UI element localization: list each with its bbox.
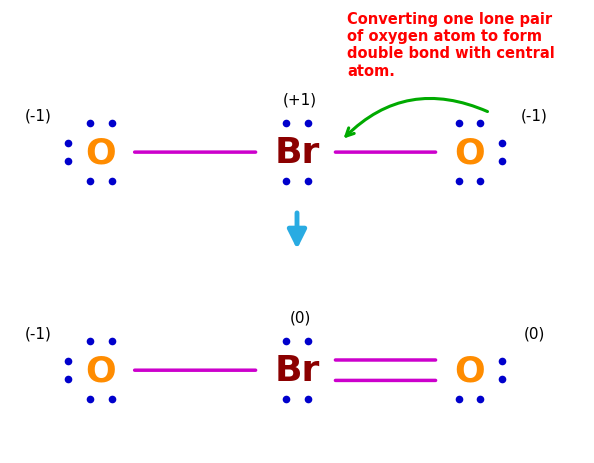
Text: O: O — [454, 353, 485, 388]
Text: (+1): (+1) — [283, 92, 317, 107]
Text: (-1): (-1) — [521, 108, 548, 123]
Text: (0): (0) — [524, 326, 545, 341]
Text: O: O — [454, 136, 485, 170]
Text: (-1): (-1) — [25, 108, 52, 123]
Text: O: O — [86, 136, 116, 170]
FancyArrowPatch shape — [346, 99, 488, 137]
Text: Br: Br — [274, 136, 320, 170]
Text: (0): (0) — [289, 310, 311, 325]
Text: O: O — [86, 353, 116, 388]
Text: (-1): (-1) — [25, 326, 52, 341]
Text: Br: Br — [274, 353, 320, 388]
Text: Converting one lone pair
of oxygen atom to form
double bond with central
atom.: Converting one lone pair of oxygen atom … — [347, 12, 555, 79]
